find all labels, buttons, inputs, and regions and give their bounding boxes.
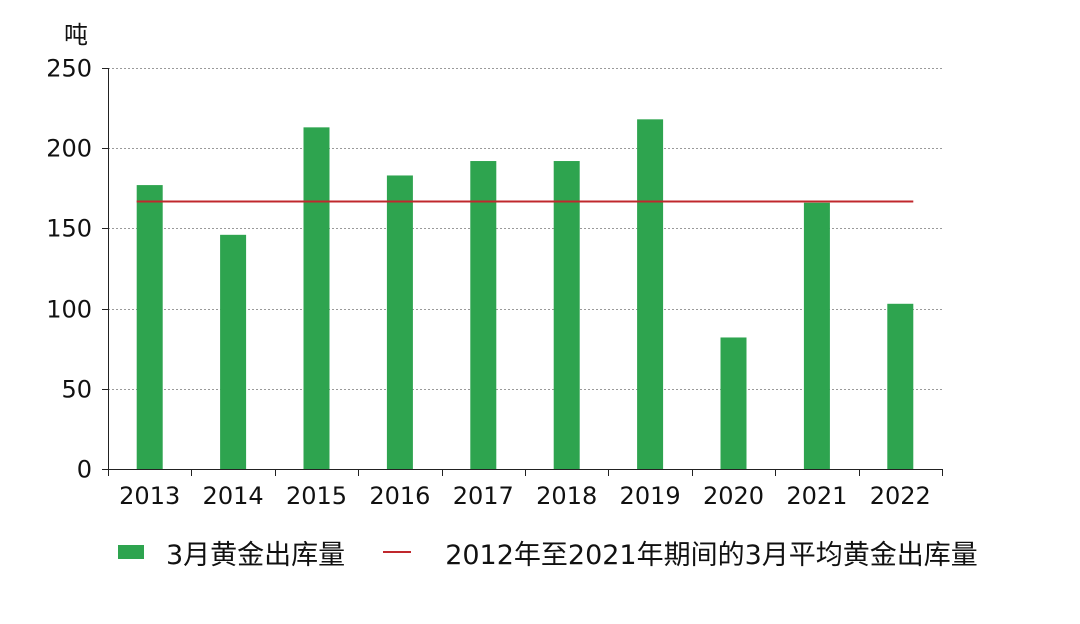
y-axis-ticks: 0 50 100 150 200 250 [46, 55, 108, 484]
legend-item-line: 2012年至2021年期间的3月平均黄金出库量 [345, 533, 978, 572]
bar-2014 [220, 234, 247, 469]
y-tick-label: 250 [46, 55, 92, 83]
y-axis-unit-label: 吨 [64, 21, 88, 49]
bar-2022 [887, 303, 914, 469]
bar-2016 [386, 175, 413, 469]
y-tick-label: 100 [46, 296, 92, 324]
bar-2019 [637, 119, 664, 469]
bars [136, 119, 914, 470]
x-axis-ticks: 2013 2014 2015 2016 2017 2018 2019 2020 2021 2022 [108, 469, 943, 510]
x-tick-label: 2019 [620, 482, 681, 510]
x-tick-label: 2018 [536, 482, 597, 510]
x-tick-label: 2022 [870, 482, 931, 510]
legend-line-swatch [383, 551, 412, 553]
bar-2015 [303, 127, 330, 470]
bar-2017 [470, 161, 497, 470]
y-tick-label: 150 [46, 215, 92, 243]
x-tick-label: 2013 [119, 482, 180, 510]
legend-item-bar: 3月黄金出库量 [118, 533, 345, 572]
bar-2018 [553, 161, 580, 470]
legend-bar-swatch [118, 545, 144, 559]
gridlines [108, 68, 942, 390]
x-tick-label: 2020 [703, 482, 764, 510]
legend: 3月黄金出库量 2012年至2021年期间的3月平均黄金出库量 [118, 532, 978, 572]
legend-bar-label: 3月黄金出库量 [166, 539, 346, 571]
x-tick-label: 2021 [786, 482, 847, 510]
x-tick-label: 2014 [203, 482, 264, 510]
bar-2020 [720, 337, 747, 469]
legend-line-label: 2012年至2021年期间的3月平均黄金出库量 [445, 539, 978, 571]
x-tick-label: 2016 [369, 482, 430, 510]
x-tick-label: 2017 [453, 482, 514, 510]
x-tick-label: 2015 [286, 482, 347, 510]
y-tick-label: 200 [46, 135, 92, 163]
bar-2021 [803, 202, 830, 469]
bar-2013 [136, 185, 163, 470]
y-tick-label: 50 [61, 376, 92, 404]
y-tick-label: 0 [77, 456, 92, 484]
